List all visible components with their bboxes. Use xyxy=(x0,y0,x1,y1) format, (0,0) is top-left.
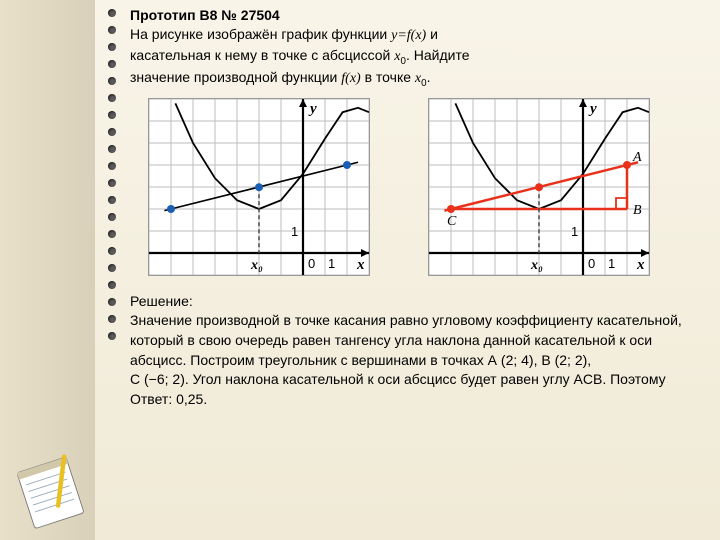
svg-text:x: x xyxy=(636,257,645,273)
svg-text:x₀: x₀ xyxy=(530,258,543,273)
document-page: Прототип B8 № 27504 На рисунке изображён… xyxy=(0,0,720,540)
svg-text:1: 1 xyxy=(328,256,335,271)
svg-text:y: y xyxy=(308,101,317,117)
svg-text:x₀: x₀ xyxy=(250,258,263,273)
notepad-icon xyxy=(8,452,98,532)
solution-block: Решение: Значение производной в точке ка… xyxy=(130,292,700,410)
svg-text:0: 0 xyxy=(308,256,315,271)
solution-p2: С (−6; 2). Угол наклона касательной к ос… xyxy=(130,371,666,387)
svg-text:1: 1 xyxy=(291,224,298,239)
figure-left: yx011x₀ xyxy=(148,98,368,268)
solution-answer: Ответ: 0,25. xyxy=(130,391,207,407)
svg-text:0: 0 xyxy=(588,256,595,271)
figures-row: yx011x₀ yx011x₀ABC xyxy=(130,98,700,268)
solution-p1: Значение производной в точке касания рав… xyxy=(130,312,682,367)
svg-text:A: A xyxy=(632,150,642,165)
svg-text:1: 1 xyxy=(608,256,615,271)
problem-statement: Прототип B8 № 27504 На рисунке изображён… xyxy=(130,6,700,90)
svg-text:1: 1 xyxy=(571,224,578,239)
figure-right: yx011x₀ABC xyxy=(428,98,648,268)
svg-text:y: y xyxy=(588,101,597,117)
svg-text:B: B xyxy=(633,203,642,218)
content-area: Прототип B8 № 27504 На рисунке изображён… xyxy=(130,6,700,530)
spiral-binding xyxy=(102,0,122,540)
solution-heading: Решение: xyxy=(130,293,193,309)
svg-text:C: C xyxy=(447,214,457,229)
svg-text:x: x xyxy=(356,257,365,273)
problem-title: Прототип B8 № 27504 xyxy=(130,7,280,23)
